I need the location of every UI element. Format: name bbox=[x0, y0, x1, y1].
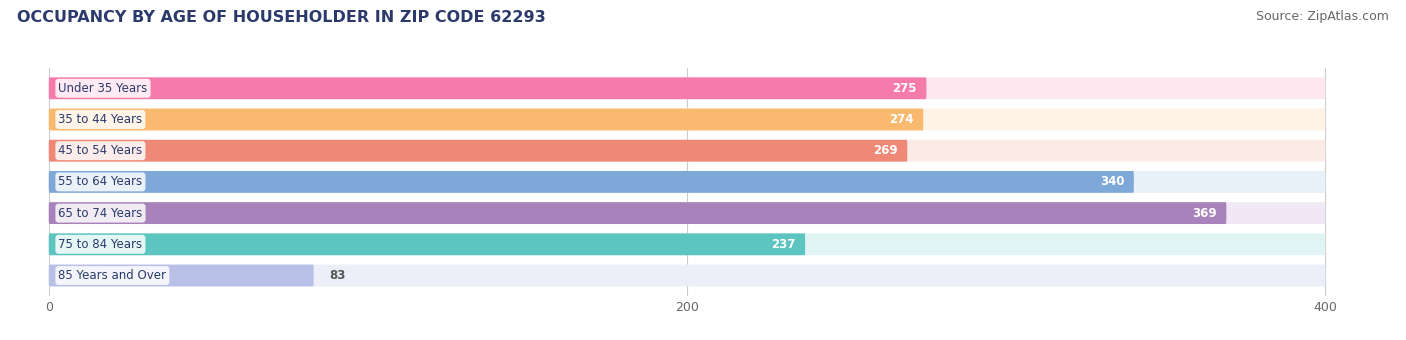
Text: 369: 369 bbox=[1192, 207, 1216, 220]
FancyBboxPatch shape bbox=[49, 140, 1326, 161]
FancyBboxPatch shape bbox=[49, 202, 1226, 224]
Text: 340: 340 bbox=[1099, 175, 1125, 188]
FancyBboxPatch shape bbox=[49, 171, 1133, 193]
FancyBboxPatch shape bbox=[49, 78, 1326, 99]
Text: 269: 269 bbox=[873, 144, 897, 157]
Text: 55 to 64 Years: 55 to 64 Years bbox=[59, 175, 142, 188]
FancyBboxPatch shape bbox=[49, 202, 1326, 224]
Text: 275: 275 bbox=[893, 82, 917, 95]
FancyBboxPatch shape bbox=[49, 108, 1326, 131]
Text: 65 to 74 Years: 65 to 74 Years bbox=[59, 207, 142, 220]
Text: 35 to 44 Years: 35 to 44 Years bbox=[59, 113, 142, 126]
Text: 75 to 84 Years: 75 to 84 Years bbox=[59, 238, 142, 251]
Text: 237: 237 bbox=[770, 238, 796, 251]
FancyBboxPatch shape bbox=[49, 78, 927, 99]
FancyBboxPatch shape bbox=[49, 233, 806, 255]
Text: 83: 83 bbox=[329, 269, 346, 282]
Text: 85 Years and Over: 85 Years and Over bbox=[59, 269, 166, 282]
Text: 274: 274 bbox=[889, 113, 914, 126]
FancyBboxPatch shape bbox=[49, 233, 1326, 255]
Text: Source: ZipAtlas.com: Source: ZipAtlas.com bbox=[1256, 10, 1389, 23]
Text: Under 35 Years: Under 35 Years bbox=[59, 82, 148, 95]
Text: 45 to 54 Years: 45 to 54 Years bbox=[59, 144, 142, 157]
FancyBboxPatch shape bbox=[49, 140, 907, 161]
FancyBboxPatch shape bbox=[49, 265, 314, 286]
Text: OCCUPANCY BY AGE OF HOUSEHOLDER IN ZIP CODE 62293: OCCUPANCY BY AGE OF HOUSEHOLDER IN ZIP C… bbox=[17, 10, 546, 25]
FancyBboxPatch shape bbox=[49, 265, 1326, 286]
FancyBboxPatch shape bbox=[49, 171, 1326, 193]
FancyBboxPatch shape bbox=[49, 108, 924, 131]
